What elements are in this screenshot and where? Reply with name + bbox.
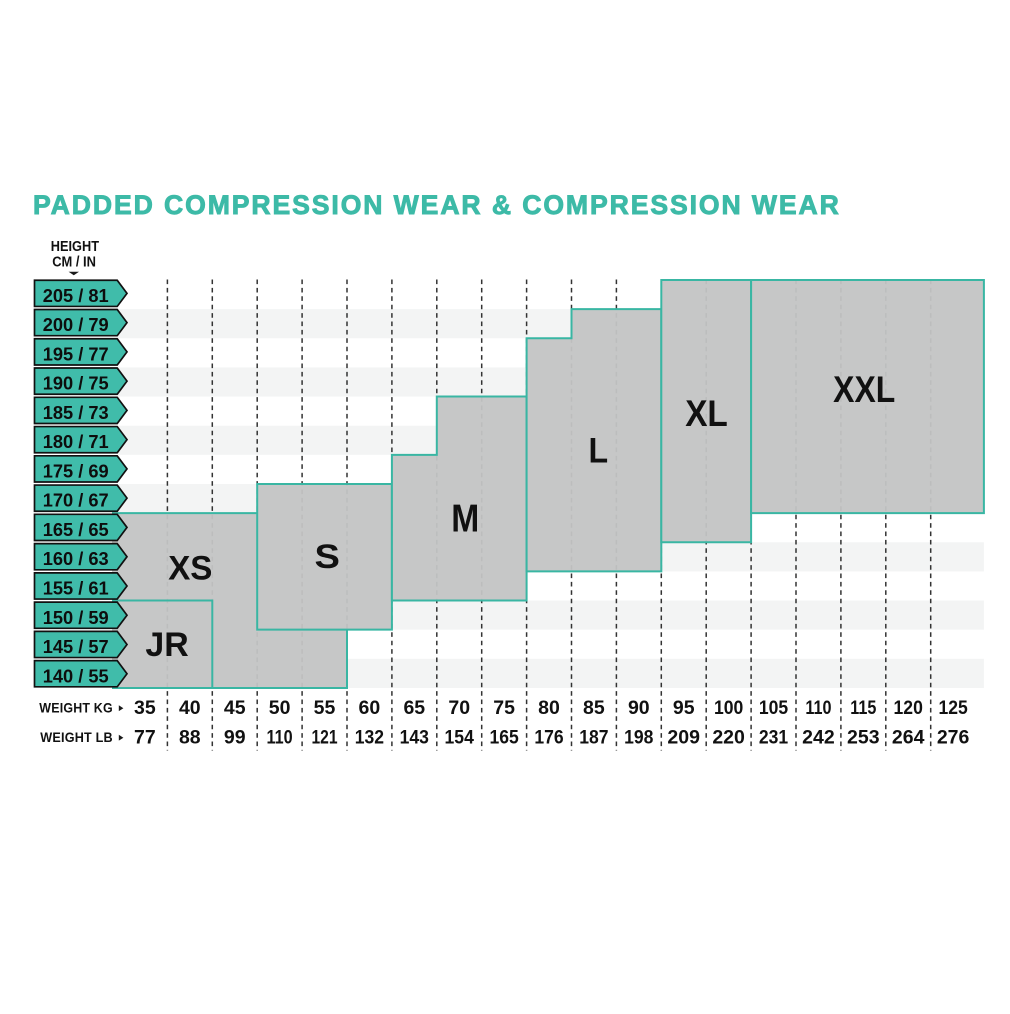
svg-text:132: 132	[355, 726, 384, 748]
svg-text:HEIGHT: HEIGHT	[51, 238, 100, 255]
svg-text:140 / 55: 140 / 55	[43, 666, 109, 687]
svg-text:125: 125	[938, 697, 967, 719]
svg-text:40: 40	[179, 697, 201, 719]
svg-text:90: 90	[628, 697, 650, 719]
svg-text:XL: XL	[685, 392, 728, 434]
svg-text:205 / 81: 205 / 81	[43, 286, 109, 307]
svg-text:75: 75	[493, 697, 515, 719]
svg-text:65: 65	[403, 697, 425, 719]
svg-text:120: 120	[894, 697, 923, 719]
svg-text:80: 80	[538, 697, 560, 719]
svg-text:242: 242	[802, 726, 835, 748]
svg-text:198: 198	[624, 726, 653, 748]
svg-text:XS: XS	[168, 549, 212, 587]
svg-text:195 / 77: 195 / 77	[43, 344, 109, 365]
svg-text:231: 231	[759, 726, 788, 748]
svg-text:S: S	[315, 538, 340, 576]
svg-text:70: 70	[448, 697, 470, 719]
svg-text:253: 253	[847, 726, 880, 748]
svg-text:115: 115	[850, 697, 876, 719]
svg-text:95: 95	[673, 697, 695, 719]
svg-text:276: 276	[937, 726, 970, 748]
svg-text:99: 99	[224, 726, 246, 748]
svg-text:45: 45	[224, 697, 246, 719]
svg-text:155 / 61: 155 / 61	[43, 579, 109, 600]
svg-text:55: 55	[314, 697, 336, 719]
svg-text:187: 187	[579, 726, 608, 748]
svg-text:190 / 75: 190 / 75	[43, 374, 109, 395]
svg-text:185 / 73: 185 / 73	[43, 403, 109, 424]
svg-text:165: 165	[489, 726, 518, 748]
svg-text:WEIGHT LB: WEIGHT LB	[40, 730, 113, 745]
svg-text:143: 143	[400, 726, 429, 748]
svg-text:264: 264	[892, 726, 925, 748]
svg-text:165 / 65: 165 / 65	[43, 520, 109, 541]
svg-text:200 / 79: 200 / 79	[43, 315, 109, 336]
svg-text:176: 176	[534, 726, 563, 748]
svg-text:160 / 63: 160 / 63	[43, 549, 109, 570]
svg-text:L: L	[589, 431, 609, 470]
svg-text:PADDED COMPRESSION WEAR & COMP: PADDED COMPRESSION WEAR & COMPRESSION WE…	[33, 190, 841, 220]
svg-text:110: 110	[805, 697, 831, 719]
svg-text:85: 85	[583, 697, 605, 719]
svg-text:100: 100	[714, 697, 743, 719]
svg-text:220: 220	[712, 726, 745, 748]
svg-text:180 / 71: 180 / 71	[43, 432, 109, 453]
svg-text:60: 60	[359, 697, 381, 719]
svg-text:35: 35	[134, 697, 156, 719]
svg-text:150 / 59: 150 / 59	[43, 608, 109, 629]
svg-text:50: 50	[269, 697, 291, 719]
svg-text:WEIGHT KG: WEIGHT KG	[39, 700, 113, 715]
svg-text:XXL: XXL	[833, 368, 895, 410]
svg-text:154: 154	[445, 726, 474, 748]
svg-text:105: 105	[759, 697, 788, 719]
svg-text:88: 88	[179, 726, 201, 748]
svg-text:209: 209	[667, 726, 700, 748]
svg-text:77: 77	[134, 726, 156, 748]
svg-text:110: 110	[267, 726, 293, 748]
svg-text:145 / 57: 145 / 57	[43, 637, 109, 658]
svg-text:170 / 67: 170 / 67	[43, 491, 109, 512]
svg-text:JR: JR	[145, 626, 188, 664]
svg-text:175 / 69: 175 / 69	[43, 461, 109, 482]
svg-text:121: 121	[311, 726, 337, 748]
svg-text:CM / IN: CM / IN	[52, 255, 96, 271]
svg-text:M: M	[451, 497, 479, 540]
